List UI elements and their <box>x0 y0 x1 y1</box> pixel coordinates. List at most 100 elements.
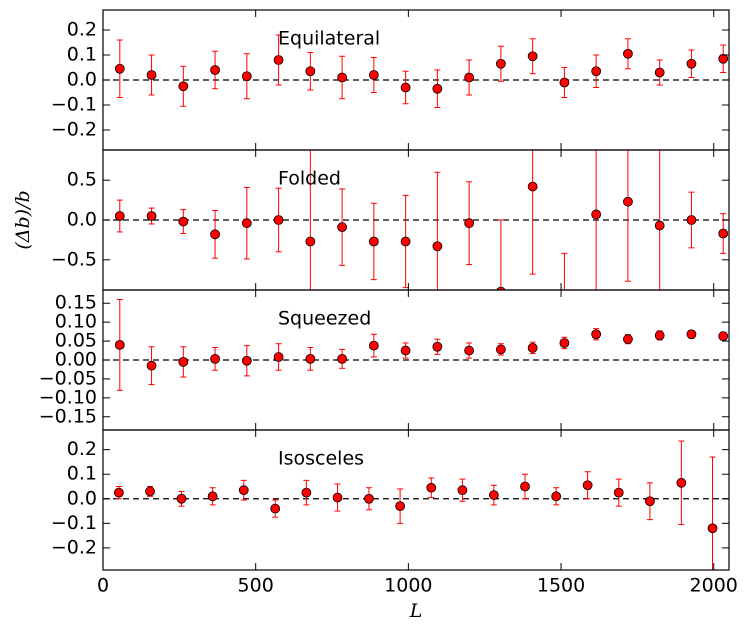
marker <box>718 228 729 239</box>
marker <box>520 481 530 492</box>
marker <box>645 496 655 507</box>
marker <box>305 236 316 247</box>
x-tick-label: 0 <box>97 575 109 597</box>
marker <box>527 342 538 353</box>
marker <box>464 72 475 83</box>
marker <box>464 345 475 356</box>
x-tick-label: 2000 <box>690 575 738 597</box>
marker <box>210 229 220 240</box>
marker <box>623 334 633 345</box>
y-tick-label: −0.2 <box>51 119 97 141</box>
marker <box>305 66 316 77</box>
marker <box>718 331 729 342</box>
marker <box>178 81 189 92</box>
marker <box>654 330 665 341</box>
y-tick-label: 0.10 <box>55 311 97 333</box>
marker <box>241 71 252 82</box>
y-tick-label: −0.1 <box>51 94 97 116</box>
marker <box>273 215 284 225</box>
marker <box>623 48 633 59</box>
marker <box>686 58 697 69</box>
marker <box>146 360 157 371</box>
marker <box>559 338 570 348</box>
marker <box>432 83 443 94</box>
marker <box>495 58 506 69</box>
marker <box>210 65 220 75</box>
y-tick-label: −0.10 <box>39 386 97 408</box>
marker <box>718 53 729 64</box>
y-axis-label: (Δb)/b <box>12 190 34 249</box>
marker <box>654 67 665 78</box>
marker <box>559 77 570 88</box>
marker <box>176 493 187 504</box>
x-tick-label: 1000 <box>384 575 432 597</box>
plot-area <box>103 298 729 391</box>
marker <box>464 218 475 229</box>
x-tick-label: 500 <box>238 575 274 597</box>
marker <box>368 340 379 351</box>
marker <box>676 477 687 488</box>
plot-area <box>103 150 729 328</box>
x-tick-label: 1500 <box>537 575 585 597</box>
y-tick-label: 0.00 <box>55 349 97 371</box>
marker <box>395 501 406 512</box>
marker <box>270 503 281 514</box>
marker <box>432 341 443 352</box>
panel-title: Equilateral <box>278 28 380 50</box>
marker <box>207 491 218 502</box>
marker <box>241 355 252 366</box>
marker <box>686 215 697 225</box>
marker <box>582 480 593 491</box>
marker <box>337 222 348 233</box>
marker <box>527 181 538 192</box>
marker <box>114 211 125 221</box>
marker <box>210 353 220 364</box>
y-tick-label: 0.2 <box>67 438 97 460</box>
marker <box>623 196 633 207</box>
marker <box>178 356 189 367</box>
marker <box>146 70 157 80</box>
marker <box>273 55 284 65</box>
marker <box>457 485 468 496</box>
marker <box>273 352 284 362</box>
panel-title: Isosceles <box>278 448 364 470</box>
marker <box>337 353 348 364</box>
y-tick-label: 0.5 <box>67 169 97 191</box>
marker <box>426 482 437 493</box>
y-tick-label: 0.1 <box>67 463 97 485</box>
marker <box>178 216 189 227</box>
marker <box>527 51 538 62</box>
marker <box>496 286 506 290</box>
y-tick-label: 0.15 <box>55 292 97 314</box>
marker <box>707 523 718 534</box>
marker <box>146 211 157 221</box>
marker <box>400 82 411 93</box>
marker <box>368 70 379 80</box>
axes-frame <box>102 429 730 571</box>
y-tick-label: −0.05 <box>39 367 97 389</box>
marker <box>686 329 697 340</box>
marker <box>432 241 443 252</box>
marker <box>145 486 155 497</box>
panel-title: Squeezed <box>278 308 371 330</box>
y-tick-label: −0.5 <box>51 248 97 270</box>
y-tick-label: −0.2 <box>51 536 97 558</box>
y-tick-label: −0.15 <box>39 405 97 427</box>
marker <box>654 220 665 231</box>
marker <box>495 344 506 355</box>
marker <box>305 353 316 364</box>
marker <box>368 236 379 247</box>
marker <box>560 319 569 328</box>
y-tick-label: 0.0 <box>67 487 97 509</box>
y-tick-label: 0.0 <box>67 209 97 231</box>
marker <box>591 209 602 220</box>
marker <box>551 491 562 502</box>
marker <box>400 345 411 356</box>
marker <box>241 218 252 229</box>
marker <box>238 485 249 496</box>
marker <box>114 63 125 74</box>
marker <box>113 487 124 498</box>
marker <box>337 72 348 83</box>
